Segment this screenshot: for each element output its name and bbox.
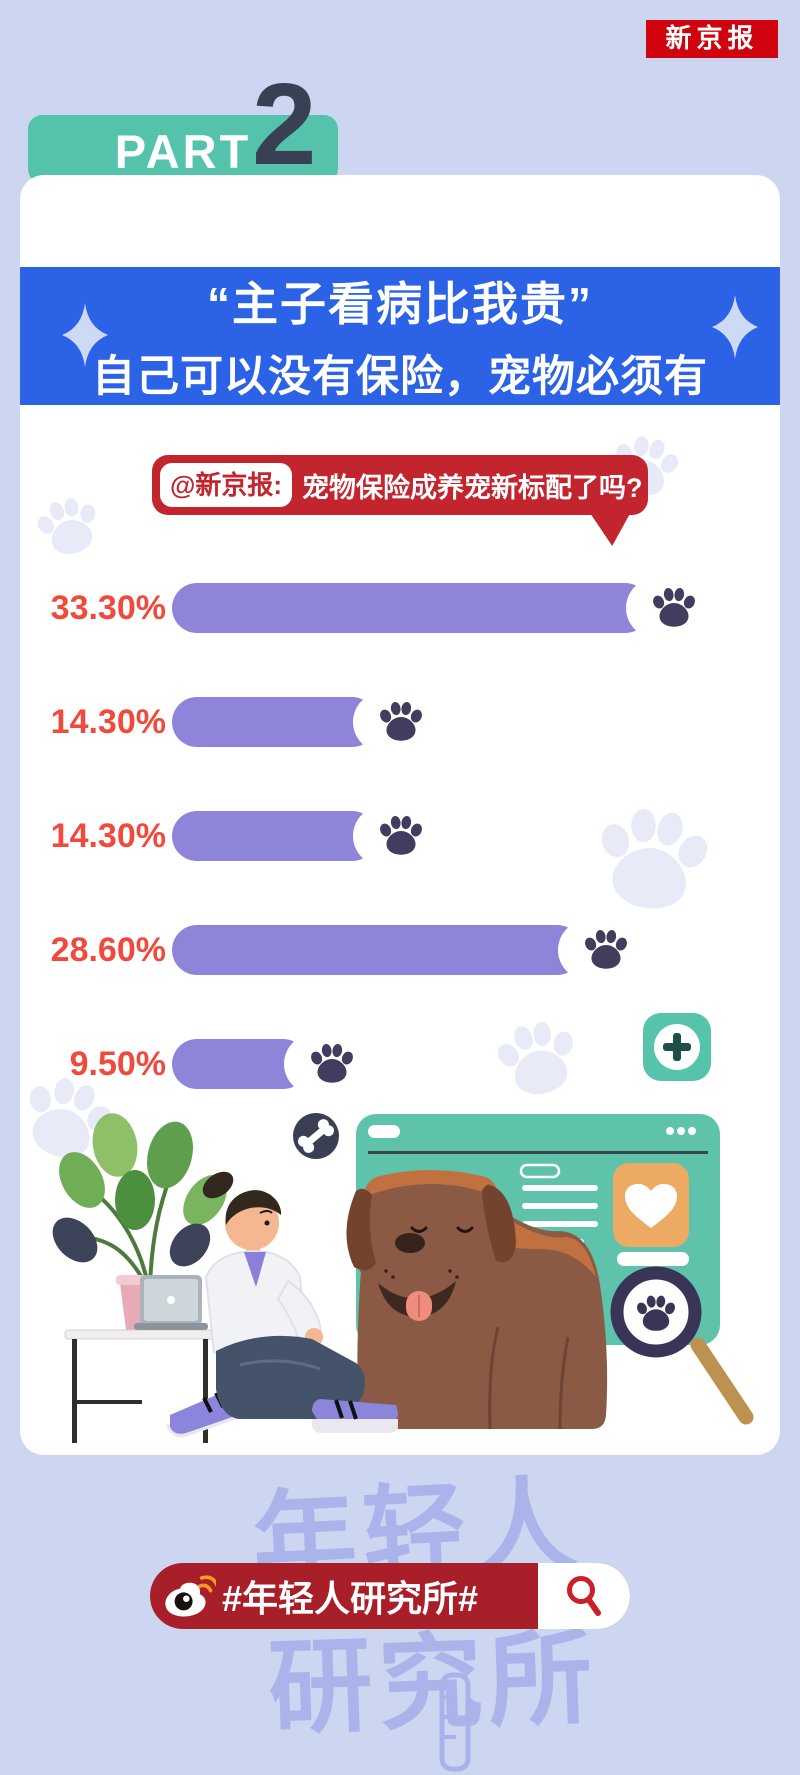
- plant-illustration: [52, 1113, 227, 1330]
- bar-track: [172, 806, 752, 866]
- paw-icon: [379, 701, 423, 743]
- bar-track: [172, 578, 752, 638]
- bar-fill: [172, 583, 650, 633]
- bar-fill: [172, 697, 377, 747]
- pet-care-illustration: [52, 1013, 754, 1443]
- bar-row: 14.30%: [40, 692, 752, 752]
- bubble-source-tag: @新京报:: [160, 463, 293, 507]
- paw-print-watermark-icon: [31, 491, 106, 564]
- weibo-icon: [165, 1575, 216, 1617]
- bar-row: 14.30%: [40, 806, 752, 866]
- sparkle-diamond-icon: [62, 303, 108, 367]
- paw-icon: [584, 929, 628, 971]
- bar-track: [172, 1034, 752, 1094]
- bubble-question-text: 宠物保险成养宠新标配了吗?: [302, 472, 643, 503]
- bar-row: 28.60%: [40, 920, 752, 980]
- woman-illustration: [166, 1171, 398, 1438]
- headline-line1: “主子看病比我贵”: [207, 278, 593, 330]
- bar-row: 33.30%: [40, 578, 752, 638]
- paw-icon: [310, 1043, 354, 1085]
- part-number: 2: [252, 59, 317, 189]
- bar-chart: 33.30% 14.30% 14.30% 28.60% 9.50%: [40, 578, 770, 1094]
- ruler-icon: [439, 1672, 471, 1772]
- question-bubble: @新京报: 宠物保险成养宠新标配了吗?: [152, 455, 648, 515]
- desk-illustration: [64, 1329, 216, 1443]
- bone-icon: [293, 1113, 339, 1159]
- paw-print-watermark-icon: [11, 1066, 121, 1173]
- bar-value-label: 9.50%: [69, 1045, 166, 1083]
- bar-fill: [172, 811, 377, 861]
- bar-fill: [172, 925, 582, 975]
- headline-line2: 自己可以没有保险，宠物必须有: [92, 353, 708, 401]
- bar-row: 9.50%: [40, 1034, 752, 1094]
- bar-value-label: 14.30%: [50, 817, 166, 855]
- weibo-search-bar[interactable]: #年轻人研究所#: [150, 1563, 630, 1629]
- search-button[interactable]: [538, 1563, 630, 1629]
- paw-magnifier-icon: [610, 1266, 754, 1425]
- paw-print-watermark-icon: [491, 1015, 585, 1106]
- heart-app-tile: [613, 1163, 689, 1247]
- hashtag-label: #年轻人研究所#: [222, 1578, 479, 1619]
- paw-print-watermark-icon: [589, 801, 715, 922]
- xinjingbao-logo: 新京报: [646, 20, 778, 58]
- dog-illustration: [346, 1170, 608, 1430]
- part-label: PART: [114, 125, 252, 178]
- bar-track: [172, 920, 752, 980]
- sparkle-diamond-icon: [712, 295, 758, 359]
- paw-icon: [652, 587, 696, 629]
- paw-icon: [379, 815, 423, 857]
- laptop-illustration: [134, 1275, 208, 1330]
- search-icon: [567, 1576, 601, 1616]
- headline-banner: “主子看病比我贵” 自己可以没有保险，宠物必须有: [20, 267, 780, 405]
- plus-button-icon: [643, 1013, 711, 1081]
- part-header: PART: [28, 115, 338, 183]
- bar-value-label: 33.30%: [50, 589, 166, 627]
- sneaker-front-icon: [311, 1399, 398, 1433]
- bar-value-label: 14.30%: [50, 703, 166, 741]
- bar-value-label: 28.60%: [50, 931, 166, 969]
- bar-track: [172, 692, 752, 752]
